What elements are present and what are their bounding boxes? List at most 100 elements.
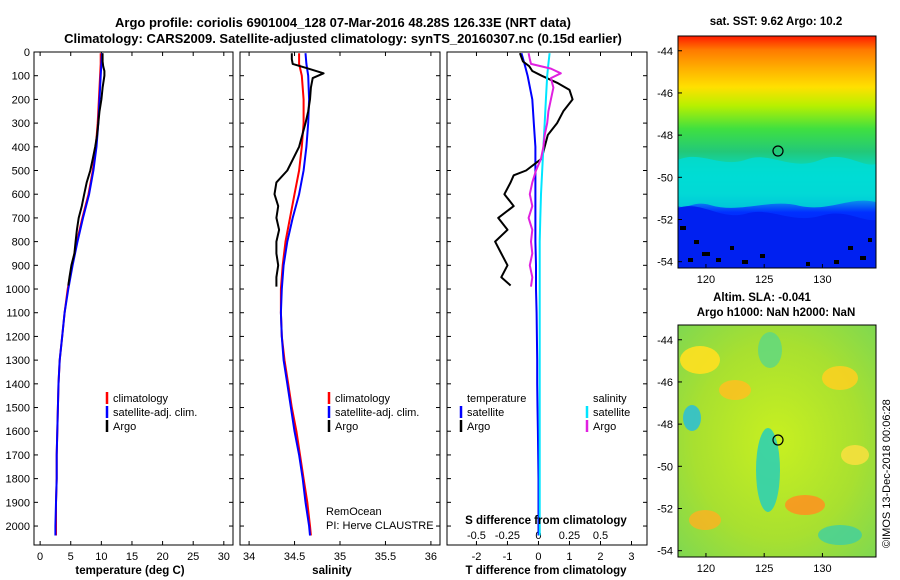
legend-label-argo: Argo (335, 421, 358, 433)
legend-label-argo: Argo (113, 421, 136, 433)
sst-blue-region (678, 206, 876, 268)
x-tick-label: 35 (334, 551, 346, 563)
title-line-2: Climatology: CARS2009. Satellite-adjuste… (64, 31, 622, 46)
x-tick-label: 20 (156, 551, 168, 563)
map-lon-tick-label: 120 (697, 274, 715, 286)
x-tick-label: 35.5 (375, 551, 396, 563)
x-tick-label: 1 (566, 551, 572, 563)
sla-map-title: Altim. SLA: -0.041 (713, 292, 811, 304)
s-diff-tick-label: -0.5 (467, 530, 486, 542)
sla-lon-axis: 120 125 130 (697, 553, 832, 575)
depth-tick-label: 300 (12, 118, 30, 130)
x-tick-label: 34.5 (284, 551, 305, 563)
imos-credit: ©IMOS 13-Dec-2018 00:06:28 (881, 399, 893, 548)
project-name: RemOcean (326, 506, 382, 518)
depth-tick-label: 2000 (6, 521, 30, 533)
map-lon-tick-label: 130 (813, 563, 831, 575)
depth-tick-label: 1300 (6, 355, 30, 367)
s-difference-axis-label: S difference from climatology (465, 515, 627, 527)
sst-lat-axis: -44 -46 -48 -50 -52 -54 (657, 46, 682, 269)
depth-tick-label: 1700 (6, 450, 30, 462)
map-lat-tick-label: -54 (657, 546, 673, 558)
sst-map-frame (677, 35, 877, 269)
map-lat-tick-label: -52 (657, 214, 673, 226)
depth-tick-label: 800 (12, 237, 30, 249)
map-lon-tick-label: 125 (755, 274, 773, 286)
map-lon-tick-label: 120 (697, 563, 715, 575)
sla-map (677, 324, 877, 558)
depth-tick-label: 700 (12, 213, 30, 225)
sla-cool-patch (683, 405, 701, 431)
principal-investigator: PI: Herve CLAUSTRE (326, 520, 434, 532)
map-lat-tick-label: -44 (657, 46, 673, 58)
depth-tick-label: 1400 (6, 379, 30, 391)
temperature-x-axis: 0 5 10 15 20 25 30 (37, 52, 230, 563)
title-line-1: Argo profile: coriolis 6901004_128 07-Ma… (115, 15, 571, 30)
sla-warm-patch (822, 366, 858, 390)
depth-tick-label: 100 (12, 71, 30, 83)
series-line-t-satellite (520, 52, 540, 536)
map-lat-tick-label: -54 (657, 257, 673, 269)
legend-label-satellite: satellite-adj. clim. (113, 407, 197, 419)
map-lon-tick-label: 125 (755, 563, 773, 575)
argo-position-marker (772, 145, 784, 157)
series-line-satellite-adj-clim- (54, 53, 103, 536)
difference-salinity-legend: salinity satellite Argo (585, 393, 630, 433)
sst-map (677, 35, 877, 269)
map-lat-tick-label: -48 (657, 130, 673, 142)
legend-label-s-satellite: satellite (593, 407, 630, 419)
map-lat-tick-label: -46 (657, 377, 673, 389)
x-tick-label: 0 (535, 551, 541, 563)
t-difference-axis-label: T difference from climatology (465, 565, 627, 577)
map-lat-tick-label: -48 (657, 419, 673, 431)
sst-lon-axis: 120 125 130 (697, 264, 832, 286)
s-diff-tick-label: -0.25 (495, 530, 520, 542)
salinity-legend: climatology satellite-adj. clim. Argo (327, 392, 419, 433)
temperature-axis-label: temperature (deg C) (75, 565, 184, 577)
difference-panel-frame (446, 51, 648, 546)
s-difference-x-axis: -0.5 -0.25 0 0.25 0.5 (467, 530, 608, 542)
series-line-argo (67, 53, 106, 286)
x-tick-label: 25 (187, 551, 199, 563)
x-tick-label: 10 (95, 551, 107, 563)
sla-map-frame (677, 324, 877, 558)
argo-height-label: Argo h1000: NaN h2000: NaN (697, 307, 856, 319)
legend-label-satellite: satellite-adj. clim. (335, 407, 419, 419)
s-diff-tick-label: 0.5 (593, 530, 608, 542)
sla-warm-patch (841, 445, 869, 465)
sla-warm-patch (719, 380, 751, 400)
x-tick-label: 15 (126, 551, 138, 563)
series-line-t-argo (494, 52, 574, 287)
sla-warm-patch (689, 510, 721, 530)
sla-cool-patch (756, 428, 780, 512)
map-lat-tick-label: -46 (657, 88, 673, 100)
sla-lat-axis: -44 -46 -48 -50 -52 -54 (657, 335, 682, 558)
x-tick-label: 36 (425, 551, 437, 563)
salinity-axis-label: salinity (312, 565, 352, 577)
x-tick-label: 34 (243, 551, 255, 563)
depth-tick-label: 0 (24, 47, 30, 59)
map-lat-tick-label: -50 (657, 172, 673, 184)
depth-tick-label: 900 (12, 260, 30, 272)
x-tick-label: 2 (597, 551, 603, 563)
x-tick-label: 0 (37, 551, 43, 563)
series-line-argo (273, 53, 325, 287)
series-line-satellite-adj-clim- (279, 53, 311, 536)
depth-tick-label: 1800 (6, 474, 30, 486)
map-lat-tick-label: -44 (657, 335, 673, 347)
depth-tick-label: 1200 (6, 331, 30, 343)
temperature-series (54, 53, 106, 536)
depth-tick-label: 400 (12, 142, 30, 154)
sst-map-title: sat. SST: 9.62 Argo: 10.2 (710, 16, 843, 28)
legend-label-t-argo: Argo (467, 421, 490, 433)
sla-warm-patch (785, 495, 825, 515)
argo-position-marker (772, 434, 784, 446)
series-line-climatology (55, 53, 102, 536)
legend-label-climatology: climatology (113, 393, 169, 405)
x-tick-label: 5 (68, 551, 74, 563)
map-lat-tick-label: -52 (657, 503, 673, 515)
series-line-climatology (279, 53, 312, 536)
sla-cool-patch (818, 525, 862, 545)
temperature-panel-frame (33, 51, 234, 546)
map-lat-tick-label: -50 (657, 461, 673, 473)
